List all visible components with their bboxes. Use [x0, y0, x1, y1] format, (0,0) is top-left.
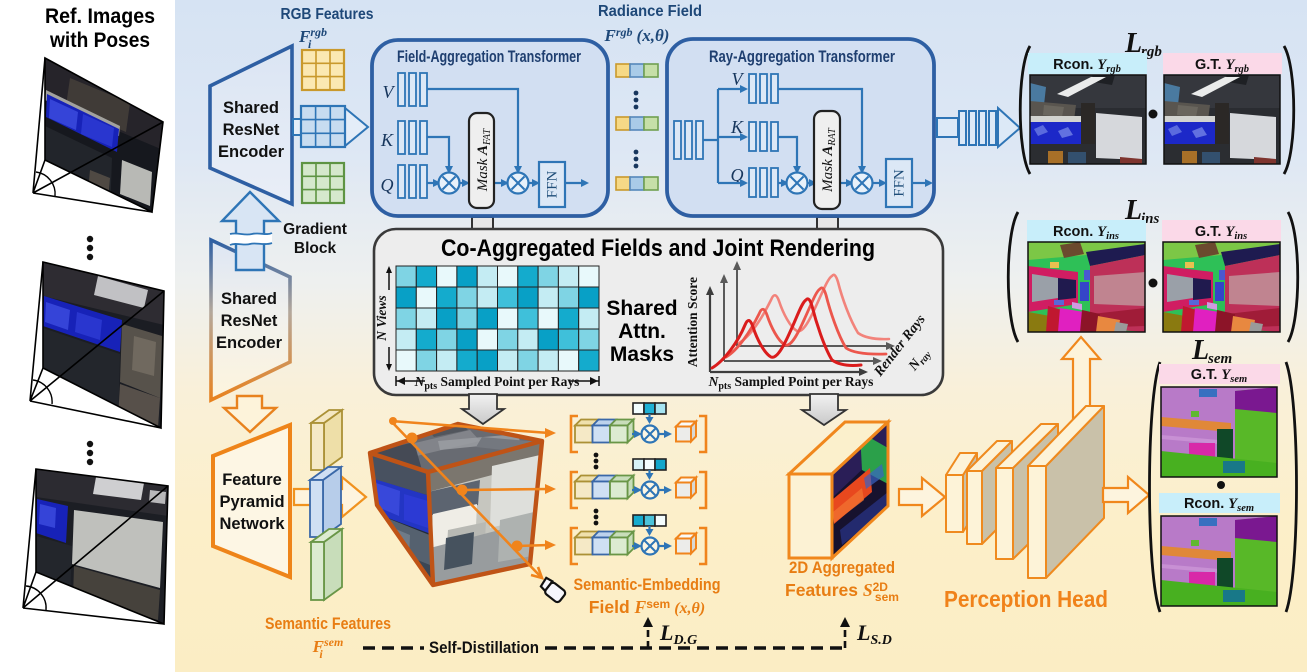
svg-text:Feature: Feature: [222, 471, 282, 489]
svg-text:L: L: [1124, 28, 1142, 59]
svg-text:L: L: [1124, 195, 1142, 226]
svg-text:Field Fsem (x,θ): Field Fsem (x,θ): [589, 597, 705, 617]
svg-text:Semantic Features: Semantic Features: [265, 614, 391, 633]
svg-text:V: V: [732, 69, 745, 89]
svg-text:V: V: [383, 82, 396, 102]
svg-text:with Poses: with Poses: [49, 29, 150, 52]
svg-text:Shared: Shared: [221, 290, 277, 308]
svg-text:Ref. Images: Ref. Images: [45, 5, 155, 28]
svg-text:Q: Q: [381, 175, 394, 195]
svg-text:Frgb(x,θ): Frgb (x,θ): [604, 25, 670, 45]
svg-text:Shared: Shared: [223, 99, 279, 117]
svg-text:Field-Aggregation Transformer: Field-Aggregation Transformer: [397, 48, 581, 66]
svg-text:Semantic-Embedding: Semantic-Embedding: [574, 575, 721, 594]
svg-text:FFN: FFN: [545, 171, 561, 199]
svg-text:ResNet: ResNet: [221, 312, 278, 330]
svg-text:Perception Head: Perception Head: [944, 586, 1108, 612]
svg-text:2D Aggregated: 2D Aggregated: [789, 558, 895, 577]
svg-text:Self-Distillation: Self-Distillation: [429, 639, 539, 657]
svg-text:Network: Network: [219, 515, 285, 533]
svg-text:Rcon. Ysem: Rcon. Ysem: [1184, 496, 1254, 514]
svg-text:N Views: N Views: [374, 295, 389, 341]
svg-text:Pyramid: Pyramid: [219, 493, 284, 511]
svg-text:Rcon. Yrgb: Rcon. Yrgb: [1053, 57, 1121, 75]
svg-text:Radiance Field: Radiance Field: [598, 3, 702, 20]
svg-text:Attention Score: Attention Score: [685, 277, 700, 367]
svg-text:Attn.: Attn.: [618, 320, 666, 343]
svg-text:Encoder: Encoder: [216, 334, 283, 352]
svg-text:FFN: FFN: [892, 169, 908, 197]
svg-text:Rcon. Yins: Rcon. Yins: [1053, 224, 1119, 242]
svg-text:Gradient: Gradient: [283, 221, 347, 238]
svg-text:K: K: [380, 130, 394, 150]
svg-text:Co-Aggregated Fields and Joint: Co-Aggregated Fields and Joint Rendering: [441, 235, 875, 262]
svg-text:Block: Block: [294, 240, 337, 257]
svg-text:ResNet: ResNet: [223, 121, 280, 139]
svg-text:Encoder: Encoder: [218, 143, 285, 161]
svg-text:K: K: [730, 117, 744, 137]
svg-text:L: L: [1191, 335, 1209, 366]
svg-text:Npts Sampled Point per Rays: Npts Sampled Point per Rays: [708, 374, 874, 392]
svg-text:Shared: Shared: [606, 297, 677, 320]
svg-text:sem: sem: [1207, 351, 1232, 367]
svg-text:RGB Features: RGB Features: [281, 6, 374, 23]
svg-text:Npts Sampled Point per Rays: Npts Sampled Point per Rays: [414, 374, 580, 392]
svg-text:Masks: Masks: [610, 343, 674, 366]
svg-text:Ray-Aggregation Transformer: Ray-Aggregation Transformer: [709, 48, 895, 66]
svg-text:G.T. Yins: G.T. Yins: [1195, 224, 1247, 242]
